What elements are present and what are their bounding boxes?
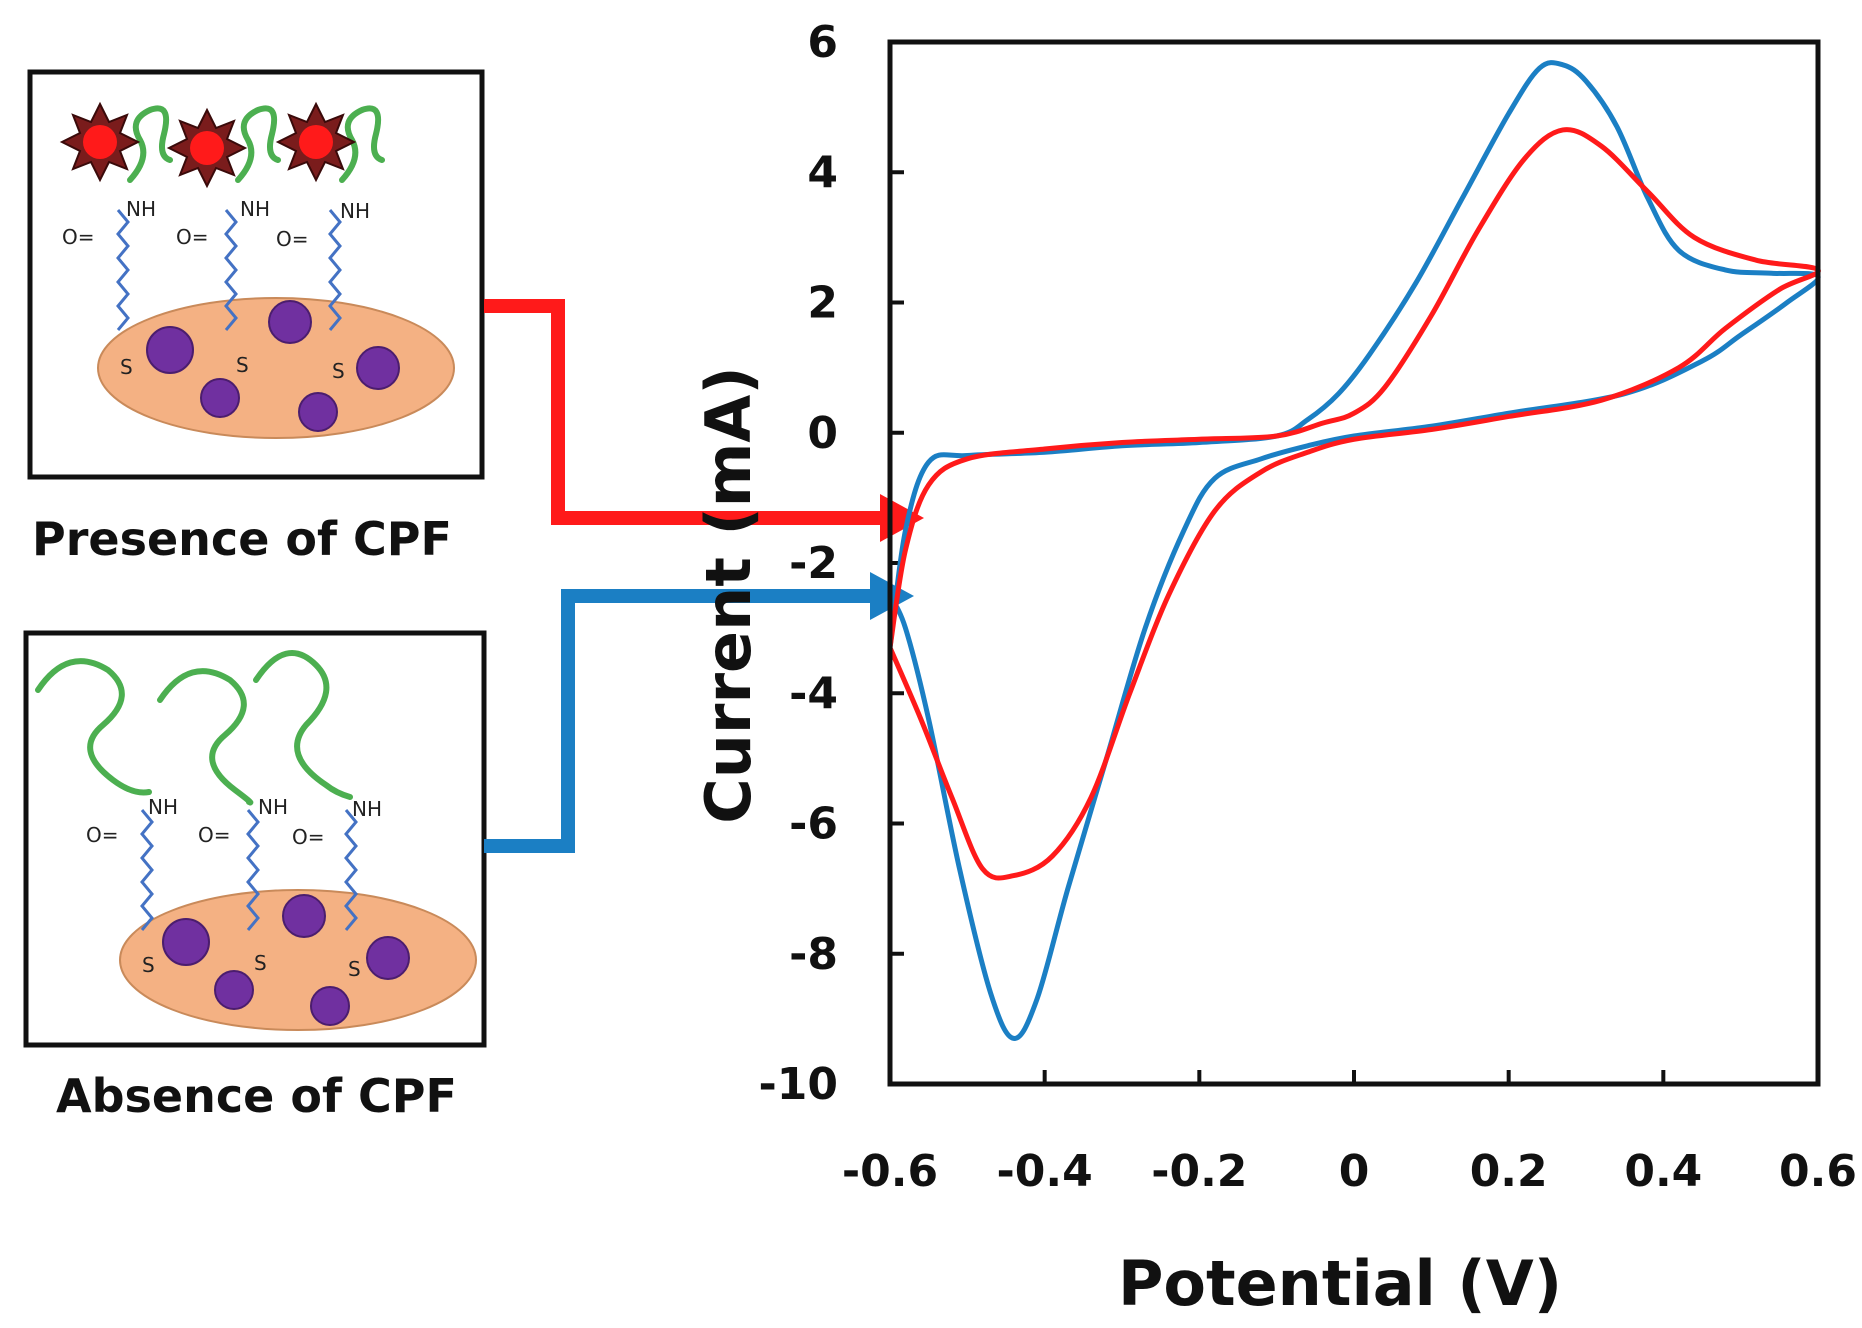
presence-panel: NH NH NH O= O= O= S S S Presence of CPF: [27, 69, 485, 566]
y-tick-label: 6: [807, 17, 838, 68]
dna-strand: [235, 105, 281, 183]
dna-strand: [35, 658, 152, 796]
cpf-star-icon: [275, 101, 357, 183]
cluster: [214, 970, 254, 1010]
dna-strand: [253, 650, 353, 800]
cluster: [200, 378, 240, 418]
nh-label: NH: [148, 795, 178, 819]
y-tick-label: -2: [789, 538, 838, 589]
cluster: [310, 986, 350, 1026]
nh-label: NH: [340, 199, 370, 223]
absence-chem-labels: NH NH NH O= O= O= S S S: [86, 795, 382, 981]
o-label: O=: [176, 225, 209, 249]
series-lines: [887, 60, 1821, 1041]
linker-chain: [224, 209, 238, 331]
series-line-presence-of-cpf: [887, 127, 1821, 881]
cluster: [356, 346, 400, 390]
nh-label: NH: [240, 197, 270, 221]
linker-chain: [344, 809, 358, 931]
s-label: S: [120, 355, 133, 379]
y-tick-label: 2: [807, 278, 838, 329]
cluster: [298, 392, 338, 432]
cpf-star-icon: [59, 101, 141, 183]
s-label: S: [236, 353, 249, 377]
cluster: [162, 918, 210, 966]
presence-particle: [97, 297, 455, 439]
presence-clusters: [146, 300, 400, 432]
x-axis-title: Potential (V): [1118, 1247, 1562, 1320]
cluster: [366, 936, 410, 980]
absence-caption: Absence of CPF: [56, 1069, 457, 1123]
s-label: S: [142, 953, 155, 977]
x-tick-label: -0.2: [1151, 1146, 1247, 1197]
cpf-molecules: [59, 101, 357, 189]
cluster: [146, 326, 194, 374]
cv-chart: 6 4 2 0 -2 -4 -6 -8 -10 -0.6 -0.4 -0.2 0 0.2 0.4 0.6 P…: [692, 17, 1857, 1320]
linker-chain: [140, 809, 154, 931]
dna-strand: [157, 668, 254, 806]
o-label: O=: [62, 225, 95, 249]
o-label: O=: [198, 823, 231, 847]
y-axis-title: Current (mA): [692, 366, 765, 823]
y-tick-labels: 6 4 2 0 -2 -4 -6 -8 -10: [759, 17, 839, 1110]
absence-linkers: [140, 809, 358, 931]
x-tick-label: -0.6: [842, 1146, 938, 1197]
presence-caption: Presence of CPF: [32, 512, 452, 566]
x-tick-label: 0: [1339, 1146, 1370, 1197]
nh-label: NH: [352, 797, 382, 821]
series-line-absence-of-cpf: [887, 60, 1821, 1041]
o-label: O=: [86, 823, 119, 847]
cpf-star-icon: [166, 107, 248, 189]
x-tick-labels: -0.6 -0.4 -0.2 0 0.2 0.4 0.6: [842, 1146, 1857, 1197]
s-label: S: [348, 957, 361, 981]
absence-particle: [119, 889, 477, 1031]
absence-strands: [35, 650, 353, 806]
x-tick-label: -0.4: [997, 1146, 1093, 1197]
x-tick-label: 0.2: [1470, 1146, 1548, 1197]
cluster: [282, 894, 326, 938]
y-tick-label: -8: [789, 929, 838, 980]
presence-linkers: [116, 209, 342, 331]
dna-strand: [339, 105, 385, 183]
linker-chain: [246, 809, 260, 931]
absence-connector: [484, 589, 874, 853]
linker-chain: [328, 209, 342, 331]
absence-clusters: [162, 894, 410, 1026]
y-tick-label: -4: [789, 668, 838, 719]
nh-label: NH: [126, 197, 156, 221]
y-tick-label: -6: [789, 799, 838, 850]
y-tick-label: 0: [807, 408, 838, 459]
cluster: [268, 300, 312, 344]
x-tick-label: 0.6: [1779, 1146, 1857, 1197]
s-label: S: [332, 359, 345, 383]
presence-connector: [484, 299, 884, 525]
linker-chain: [116, 209, 130, 331]
dna-strand: [127, 105, 173, 183]
y-tick-label: -10: [759, 1059, 839, 1110]
y-tick-label: 4: [807, 147, 838, 198]
presence-strands: [127, 105, 385, 183]
o-label: O=: [292, 825, 325, 849]
x-tick-label: 0.4: [1624, 1146, 1702, 1197]
o-label: O=: [276, 227, 309, 251]
nh-label: NH: [258, 795, 288, 819]
presence-chem-labels: NH NH NH O= O= O= S S S: [62, 197, 370, 383]
absence-panel: NH NH NH O= O= O= S S S Absence of CPF: [23, 630, 487, 1123]
plot-frame: [887, 39, 1821, 1087]
s-label: S: [254, 951, 267, 975]
